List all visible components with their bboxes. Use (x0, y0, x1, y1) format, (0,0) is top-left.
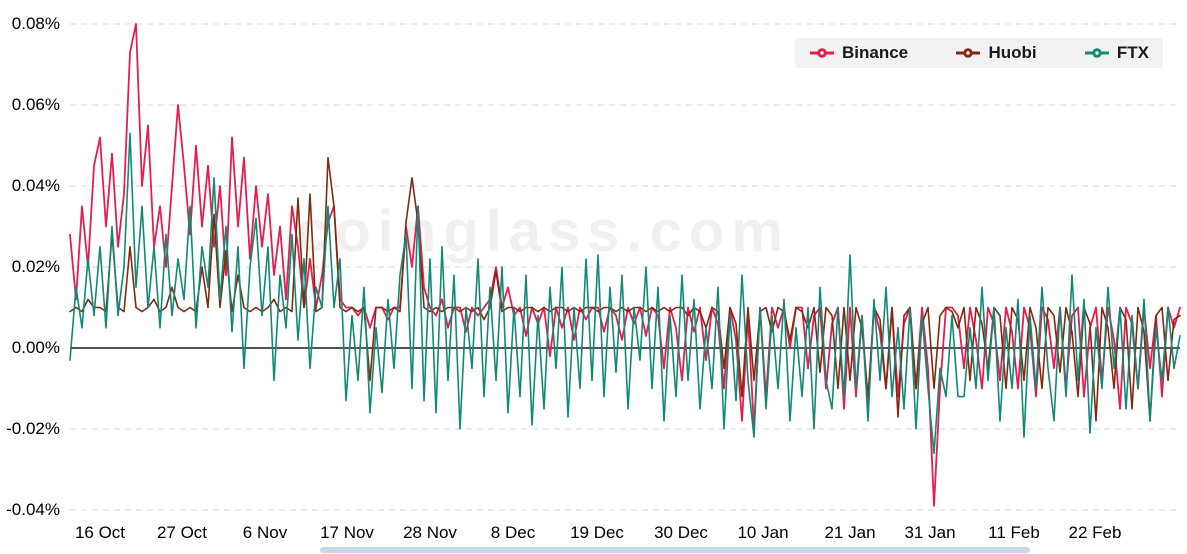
x-tick-label: 28 Nov (403, 523, 457, 542)
x-tick-label: 27 Oct (156, 523, 208, 542)
x-tick-label: 19 Dec (570, 523, 624, 542)
legend-item-ftx[interactable]: FTX (1084, 43, 1149, 63)
x-tick-label: 16 Oct (74, 523, 126, 542)
y-tick-label: 0.06% (11, 95, 60, 114)
legend-label-binance: Binance (842, 43, 909, 62)
legend: Binance Huobi FTX (795, 38, 1163, 68)
y-tick-label: -0.02% (6, 419, 60, 438)
x-tick-label: 30 Dec (654, 523, 708, 542)
horizontal-scrollbar-thumb[interactable] (320, 547, 1030, 553)
x-tick-label: 31 Jan (904, 523, 956, 542)
legend-label-ftx: FTX (1116, 43, 1149, 62)
x-tick-label: 21 Jan (824, 523, 876, 542)
x-tick-label: 8 Dec (490, 523, 536, 542)
legend-label-huobi: Huobi (988, 43, 1037, 62)
y-tick-label: 0.08% (11, 14, 60, 33)
x-tick-label: 10 Jan (737, 523, 789, 542)
x-tick-label: 6 Nov (242, 523, 288, 542)
legend-item-huobi[interactable]: Huobi (955, 43, 1037, 63)
y-tick-label: 0.04% (11, 176, 60, 195)
y-tick-label: 0.02% (11, 257, 60, 276)
series-line-ftx (69, 132, 1181, 455)
legend-item-binance[interactable]: Binance (809, 43, 908, 63)
x-tick-label: 17 Nov (320, 523, 374, 542)
x-tick-label: 11 Feb (988, 523, 1040, 542)
huobi-line-marker-icon (956, 48, 981, 58)
series-line-huobi (69, 156, 1181, 422)
ftx-line-marker-icon (1084, 48, 1109, 58)
watermark: coinglass.com (296, 199, 790, 264)
y-tick-label: -0.04% (6, 500, 60, 519)
binance-line-marker-icon (810, 48, 834, 58)
y-tick-label: 0.00% (11, 338, 60, 357)
x-tick-label: 22 Feb (1068, 523, 1122, 542)
